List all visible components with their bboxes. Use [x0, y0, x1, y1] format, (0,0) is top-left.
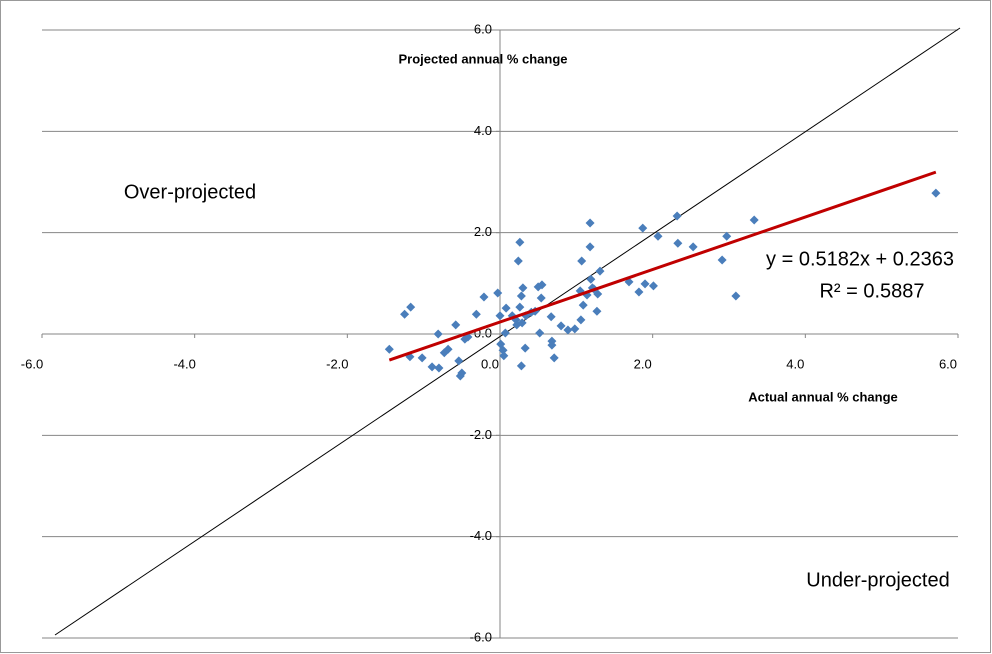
y-tick-label: -4.0 [470, 528, 492, 543]
point [648, 281, 658, 291]
point [546, 312, 556, 322]
point [731, 291, 741, 301]
point [547, 340, 557, 350]
x-tick-label: 4.0 [786, 356, 804, 371]
point [471, 309, 481, 319]
point [576, 315, 586, 325]
point [427, 362, 437, 372]
point [717, 255, 727, 265]
point [434, 363, 444, 373]
x-axis-title: Actual annual % change [748, 389, 898, 404]
point [513, 256, 523, 266]
trendline-r-squared: R² = 0.5887 [819, 280, 924, 302]
trendline [388, 170, 937, 362]
point [520, 343, 530, 353]
point [457, 368, 467, 378]
point [640, 279, 650, 289]
point [595, 266, 605, 276]
point [673, 238, 683, 248]
point [443, 344, 453, 354]
point [417, 353, 427, 363]
y-axis-title: Projected annual % change [398, 51, 567, 66]
point [515, 302, 525, 312]
y-tick-label: 4.0 [474, 123, 492, 138]
point [638, 223, 648, 233]
point [495, 311, 505, 321]
point [722, 231, 732, 241]
point [493, 288, 503, 298]
point [501, 303, 511, 313]
point [563, 325, 573, 335]
point [433, 329, 443, 339]
y-tick-label: -2.0 [470, 427, 492, 442]
point [586, 274, 596, 284]
x-tick-label: 0.0 [481, 356, 499, 371]
point [516, 291, 526, 301]
point [749, 215, 759, 225]
point [688, 242, 698, 252]
point [577, 256, 587, 266]
annotation: Over-projected [124, 181, 256, 203]
point [498, 345, 508, 355]
point [556, 321, 566, 331]
point [500, 328, 510, 338]
point [516, 361, 526, 371]
point [593, 289, 603, 299]
point [537, 280, 547, 290]
point [479, 292, 489, 302]
point [384, 344, 394, 354]
point [585, 242, 595, 252]
point [653, 231, 663, 241]
trendline-equation: y = 0.5182x + 0.2363 [766, 248, 954, 270]
point [406, 302, 416, 312]
point [931, 188, 941, 198]
x-tick-label: 2.0 [634, 356, 652, 371]
x-tick-label: 6.0 [939, 356, 957, 371]
y-tick-label: 6.0 [474, 21, 492, 36]
point [592, 306, 602, 316]
y-tick-label: 2.0 [474, 224, 492, 239]
point [578, 300, 588, 310]
point [515, 237, 525, 247]
point [634, 287, 644, 297]
point [570, 324, 580, 334]
point [585, 218, 595, 228]
point [535, 328, 545, 338]
point [517, 318, 527, 328]
point [451, 320, 461, 330]
point [400, 309, 410, 319]
point [672, 211, 682, 221]
point [536, 293, 546, 303]
x-tick-label: -6.0 [21, 356, 43, 371]
x-tick-label: -2.0 [326, 356, 348, 371]
x-tick-label: -4.0 [173, 356, 195, 371]
point [499, 351, 509, 361]
point [454, 356, 464, 366]
y-tick-label: -6.0 [470, 629, 492, 644]
point [549, 353, 559, 363]
point [518, 283, 528, 293]
annotation: Under-projected [806, 569, 949, 591]
